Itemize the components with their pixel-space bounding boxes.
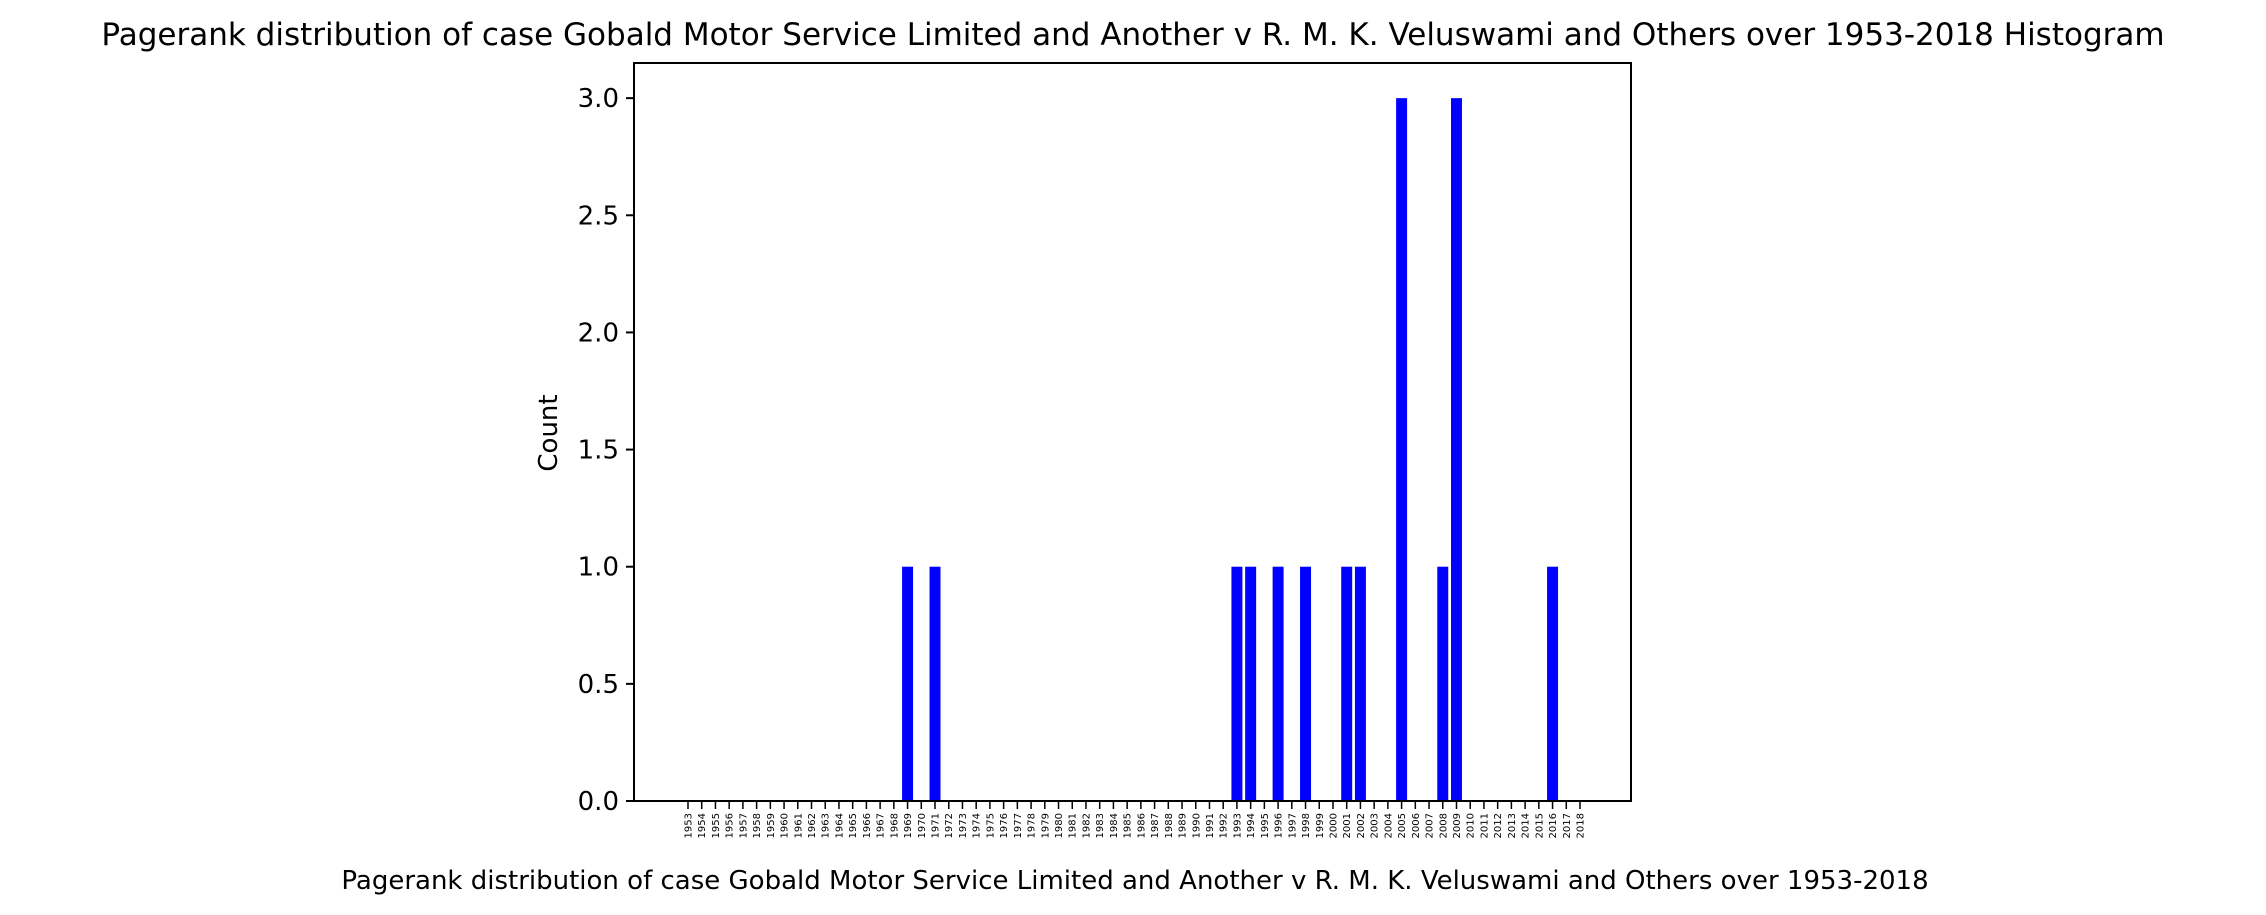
y-tick-label: 2.5 — [578, 201, 619, 231]
chart-title: Pagerank distribution of case Gobald Mot… — [101, 17, 2164, 53]
bars-layer — [902, 98, 1559, 801]
x-tick-label-1969: 1969 — [903, 813, 914, 838]
bar-1998 — [1300, 566, 1312, 801]
bar-2002 — [1354, 566, 1366, 801]
x-tick-label-1976: 1976 — [999, 813, 1010, 838]
x-tick-label-2017: 2017 — [1562, 813, 1573, 838]
x-tick-label-1964: 1964 — [834, 813, 845, 838]
x-tick-label-1954: 1954 — [697, 813, 708, 838]
x-tick-label-1978: 1978 — [1027, 813, 1038, 838]
x-tick-label-2001: 2001 — [1342, 813, 1353, 838]
x-tick-label-2012: 2012 — [1493, 813, 1504, 838]
x-tick-label-1955: 1955 — [711, 813, 722, 838]
x-tick-label-1960: 1960 — [780, 813, 791, 838]
x-tick-label-2018: 2018 — [1576, 813, 1587, 838]
x-tick-label-1971: 1971 — [931, 813, 942, 838]
x-tick-label-2010: 2010 — [1466, 813, 1477, 838]
x-tick-label-2013: 2013 — [1507, 813, 1518, 838]
bar-2009 — [1451, 98, 1462, 801]
x-tick-label-2000: 2000 — [1328, 813, 1339, 838]
x-tick-label-1991: 1991 — [1205, 813, 1216, 838]
x-tick-label-1972: 1972 — [944, 813, 955, 838]
bar-1993 — [1231, 566, 1243, 801]
x-tick-label-2008: 2008 — [1438, 813, 1449, 838]
x-tick-label-1996: 1996 — [1274, 813, 1285, 838]
x-tick-label-1953: 1953 — [684, 813, 695, 838]
x-tick-label-1981: 1981 — [1068, 813, 1079, 838]
plot-frame — [633, 62, 1632, 802]
x-tick-label-1970: 1970 — [917, 813, 928, 838]
x-tick-label-1961: 1961 — [793, 813, 804, 838]
bar-1971 — [929, 566, 941, 801]
x-tick-label-1973: 1973 — [958, 813, 969, 838]
x-ticks: 1953 1954 1955 1956 1957 1958 1959 1960 1961 1962… — [684, 801, 1587, 838]
x-tick-label-1974: 1974 — [972, 813, 983, 838]
x-tick-label-1993: 1993 — [1232, 813, 1243, 838]
bar-2016 — [1547, 566, 1559, 801]
x-tick-label-1980: 1980 — [1054, 813, 1065, 838]
x-tick-label-1995: 1995 — [1260, 813, 1271, 838]
x-tick-label-1987: 1987 — [1150, 813, 1161, 838]
x-tick-label-1956: 1956 — [725, 813, 736, 838]
x-axis-label: Pagerank distribution of case Gobald Mot… — [341, 866, 1928, 896]
bar-2001 — [1341, 566, 1353, 801]
bar-2005 — [1396, 98, 1408, 801]
y-axis-label: Count — [534, 394, 564, 471]
x-tick-label-1979: 1979 — [1040, 813, 1051, 838]
x-tick-label-1992: 1992 — [1219, 813, 1230, 838]
x-tick-label-1990: 1990 — [1191, 813, 1202, 838]
x-tick-label-1968: 1968 — [889, 813, 900, 838]
x-tick-label-2015: 2015 — [1534, 813, 1545, 838]
y-tick-label: 1.0 — [578, 553, 619, 583]
x-tick-label-2005: 2005 — [1397, 813, 1408, 838]
x-tick-label-2011: 2011 — [1479, 813, 1490, 838]
x-tick-label-2002: 2002 — [1356, 813, 1367, 838]
x-tick-label-1975: 1975 — [985, 813, 996, 838]
x-tick-label-1997: 1997 — [1287, 813, 1298, 838]
y-tick-label: 2.0 — [578, 318, 619, 348]
x-tick-label-1982: 1982 — [1081, 813, 1092, 838]
bar-1994 — [1245, 566, 1257, 801]
x-tick-label-1963: 1963 — [821, 813, 832, 838]
x-tick-label-2006: 2006 — [1411, 813, 1422, 838]
x-tick-label-2014: 2014 — [1521, 813, 1532, 838]
y-tick-label: 1.5 — [578, 436, 619, 466]
y-tick-label: 0.0 — [578, 787, 619, 817]
x-tick-label-1994: 1994 — [1246, 813, 1257, 838]
bar-1969 — [902, 566, 914, 801]
y-tick-label: 0.5 — [578, 670, 619, 700]
x-tick-label-2007: 2007 — [1425, 813, 1436, 838]
x-tick-label-2003: 2003 — [1370, 813, 1381, 838]
x-tick-label-1984: 1984 — [1109, 813, 1120, 838]
x-tick-label-1967: 1967 — [876, 813, 887, 838]
y-tick-label: 3.0 — [578, 84, 619, 114]
x-tick-label-1966: 1966 — [862, 813, 873, 838]
x-tick-label-1989: 1989 — [1178, 813, 1189, 838]
x-tick-label-2009: 2009 — [1452, 813, 1463, 838]
x-tick-label-1998: 1998 — [1301, 813, 1312, 838]
bar-2008 — [1437, 566, 1449, 801]
x-tick-label-1985: 1985 — [1123, 813, 1134, 838]
x-tick-label-1965: 1965 — [848, 813, 859, 838]
x-tick-label-1958: 1958 — [752, 813, 763, 838]
bar-1996 — [1272, 566, 1284, 801]
x-tick-label-1988: 1988 — [1164, 813, 1175, 838]
x-tick-label-1959: 1959 — [766, 813, 777, 838]
x-tick-label-1999: 1999 — [1315, 813, 1326, 838]
x-tick-label-1977: 1977 — [1013, 813, 1024, 838]
x-tick-label-1962: 1962 — [807, 813, 818, 838]
x-tick-label-1983: 1983 — [1095, 813, 1106, 838]
x-tick-label-1986: 1986 — [1136, 813, 1147, 838]
x-tick-label-2016: 2016 — [1548, 813, 1559, 838]
x-tick-label-1957: 1957 — [738, 813, 749, 838]
x-tick-label-2004: 2004 — [1383, 813, 1394, 838]
y-ticks: 0.0 0.5 1.0 1.5 2.0 2.5 3.0 — [578, 84, 634, 817]
